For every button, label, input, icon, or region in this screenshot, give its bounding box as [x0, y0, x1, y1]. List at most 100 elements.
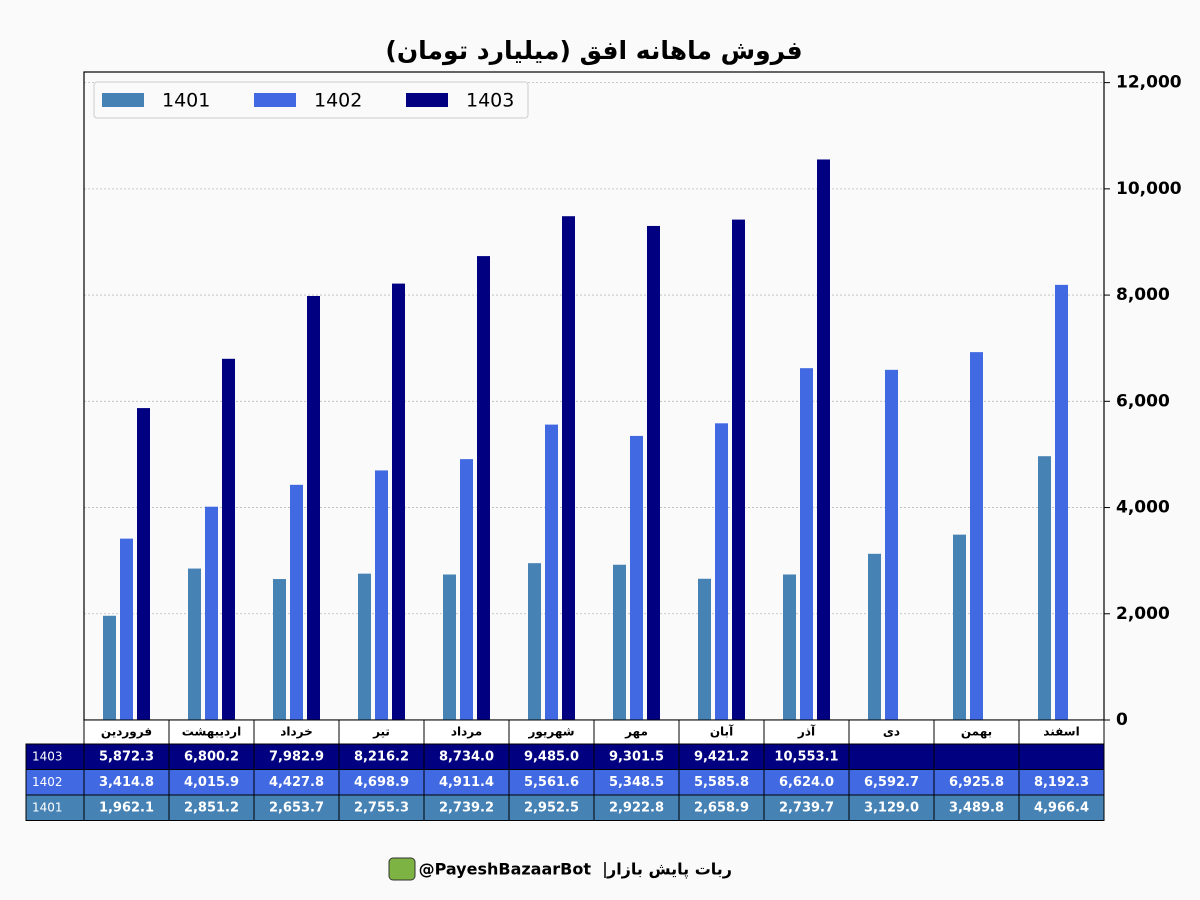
table-cell [338, 769, 425, 796]
table-cell [763, 769, 850, 796]
table-header-text: شهریور [527, 725, 574, 740]
table-row-label-cell [25, 769, 85, 796]
bar [222, 358, 235, 720]
table-header-text: مرداد [451, 725, 482, 739]
bar [783, 574, 796, 720]
table-value: 2,851.2 [184, 800, 239, 815]
bar [1055, 284, 1068, 720]
table-cell [423, 794, 510, 821]
table-value: 1,962.1 [99, 800, 154, 815]
plot-frame [83, 71, 1105, 721]
bar [137, 408, 150, 720]
bar [188, 568, 201, 720]
table-header-cell [338, 719, 425, 745]
table-header-text: تیر [372, 725, 390, 739]
table-value: 2,658.9 [694, 800, 749, 815]
bar [358, 573, 371, 720]
y-tick-label: 4,000 [1116, 498, 1170, 518]
bar [460, 459, 473, 720]
table-cell [168, 794, 255, 821]
table-cell [83, 769, 170, 796]
table-value: 9,421.2 [694, 749, 749, 764]
table-cell [848, 769, 935, 796]
bar [630, 435, 643, 720]
bar [885, 369, 898, 720]
legend-label: 1401 [162, 90, 210, 112]
bar [868, 553, 881, 720]
table-cell [1018, 743, 1105, 770]
table-cell [508, 794, 595, 821]
table-value: 5,872.3 [99, 749, 154, 764]
table-header-text: فروردین [101, 725, 152, 740]
table-cell [423, 769, 510, 796]
table-cell [593, 769, 680, 796]
table-value: 2,922.8 [609, 800, 664, 815]
table-cell [423, 743, 510, 770]
bar [715, 423, 728, 720]
bar [953, 534, 966, 720]
table-value: 9,485.0 [524, 749, 579, 764]
table-value: 4,427.8 [269, 775, 324, 790]
table-value: 2,952.5 [524, 800, 579, 815]
bar [307, 295, 320, 720]
table-value: 4,911.4 [439, 775, 494, 790]
table-value: 2,755.3 [354, 800, 409, 815]
table-cell [1018, 794, 1105, 821]
table-value: 4,966.4 [1034, 800, 1089, 815]
bar [613, 564, 626, 720]
table-header-text: اسفند [1043, 725, 1079, 739]
table-header-text: آبان [710, 724, 734, 739]
table-value: 8,734.0 [439, 749, 494, 764]
table-cell [678, 743, 765, 770]
bar [528, 563, 541, 720]
table-cell [593, 743, 680, 770]
table-header-cell [83, 719, 170, 745]
table-value: 9,301.5 [609, 749, 664, 764]
y-tick-label: 12,000 [1116, 73, 1182, 93]
bar [375, 470, 388, 720]
bar [477, 256, 490, 720]
table-value: 6,800.2 [184, 749, 239, 764]
bar [1038, 456, 1051, 720]
table-value: 4,015.9 [184, 775, 239, 790]
bar [205, 506, 218, 720]
bar [545, 424, 558, 720]
bar [970, 352, 983, 720]
footer: ربات پایش بازار @PayeshBazaarBot [388, 857, 732, 881]
bar [698, 578, 711, 720]
table-cell [933, 794, 1020, 821]
table-header-text: دی [883, 725, 900, 739]
bar [273, 579, 286, 720]
table-header-text: خرداد [280, 725, 313, 739]
table-header-cell [933, 719, 1020, 745]
table-value: 10,553.1 [774, 749, 838, 764]
y-tick-label: 10,000 [1116, 179, 1182, 199]
y-tick-label: 2,000 [1116, 604, 1170, 624]
table-cell [508, 743, 595, 770]
table-header-cell [678, 719, 765, 745]
table-row-label-cell [25, 794, 85, 821]
table-value: 6,592.7 [864, 775, 919, 790]
table-cell [83, 794, 170, 821]
table-header-text: آذر [797, 724, 816, 739]
table-value: 3,129.0 [864, 800, 919, 815]
table-cell [83, 743, 170, 770]
table-value: 7,982.9 [269, 749, 324, 764]
chart-title: فروش ماهانه افق (میلیارد تومان) [385, 36, 802, 66]
table-cell [933, 743, 1020, 770]
legend-box [93, 81, 529, 119]
legend-swatch [254, 93, 296, 107]
table-header-text: مهر [624, 725, 648, 739]
table-header-text: اردیبهشت [182, 725, 241, 739]
table-value: 5,561.6 [524, 775, 579, 790]
table-value: 6,624.0 [779, 775, 834, 790]
table-row-label: 1401 [32, 800, 63, 814]
legend-label: 1403 [466, 90, 514, 112]
table-value: 8,216.2 [354, 749, 409, 764]
table-value: 2,739.2 [439, 800, 494, 815]
table-cell [1018, 769, 1105, 796]
bar [290, 484, 303, 720]
table-value: 8,192.3 [1034, 775, 1089, 790]
bar [647, 225, 660, 720]
